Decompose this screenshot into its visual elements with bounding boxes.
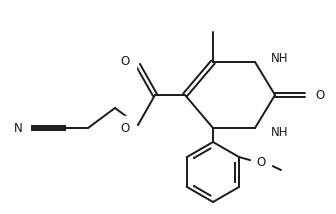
Text: O: O <box>121 122 130 135</box>
Text: O: O <box>256 156 265 168</box>
Text: O: O <box>315 89 324 101</box>
Text: O: O <box>121 55 130 67</box>
Text: NH: NH <box>271 52 289 64</box>
Text: NH: NH <box>271 125 289 138</box>
Text: N: N <box>14 122 23 135</box>
